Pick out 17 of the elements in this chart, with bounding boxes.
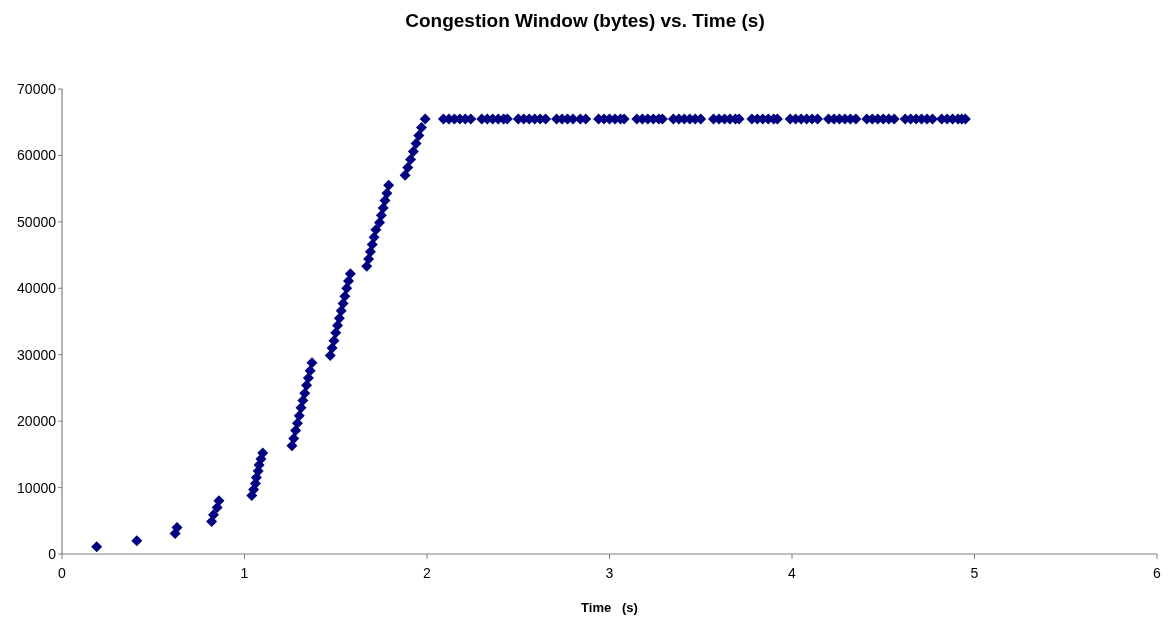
y-tick-label: 50000 (17, 213, 57, 230)
y-tick-label: 30000 (17, 346, 57, 363)
x-tick-label: 3 (605, 565, 614, 581)
y-tick-label: 70000 (17, 81, 57, 97)
y-tick-label: 20000 (17, 413, 57, 430)
chart-title: Congestion Window (bytes) vs. Time (s) (405, 10, 765, 31)
x-tick-label: 6 (1153, 565, 1162, 581)
y-tick-label: 60000 (17, 147, 57, 164)
y-tick-label: 40000 (17, 280, 57, 297)
y-tick-label: 0 (48, 546, 57, 562)
x-tick-label: 4 (788, 565, 797, 581)
x-tick-label: 5 (970, 565, 979, 581)
y-tick-label: 10000 (17, 479, 57, 496)
x-tick-label: 0 (58, 565, 67, 581)
x-axis-title: Time (s) (581, 600, 638, 615)
x-tick-label: 1 (240, 565, 249, 581)
x-tick-label: 2 (423, 565, 432, 581)
